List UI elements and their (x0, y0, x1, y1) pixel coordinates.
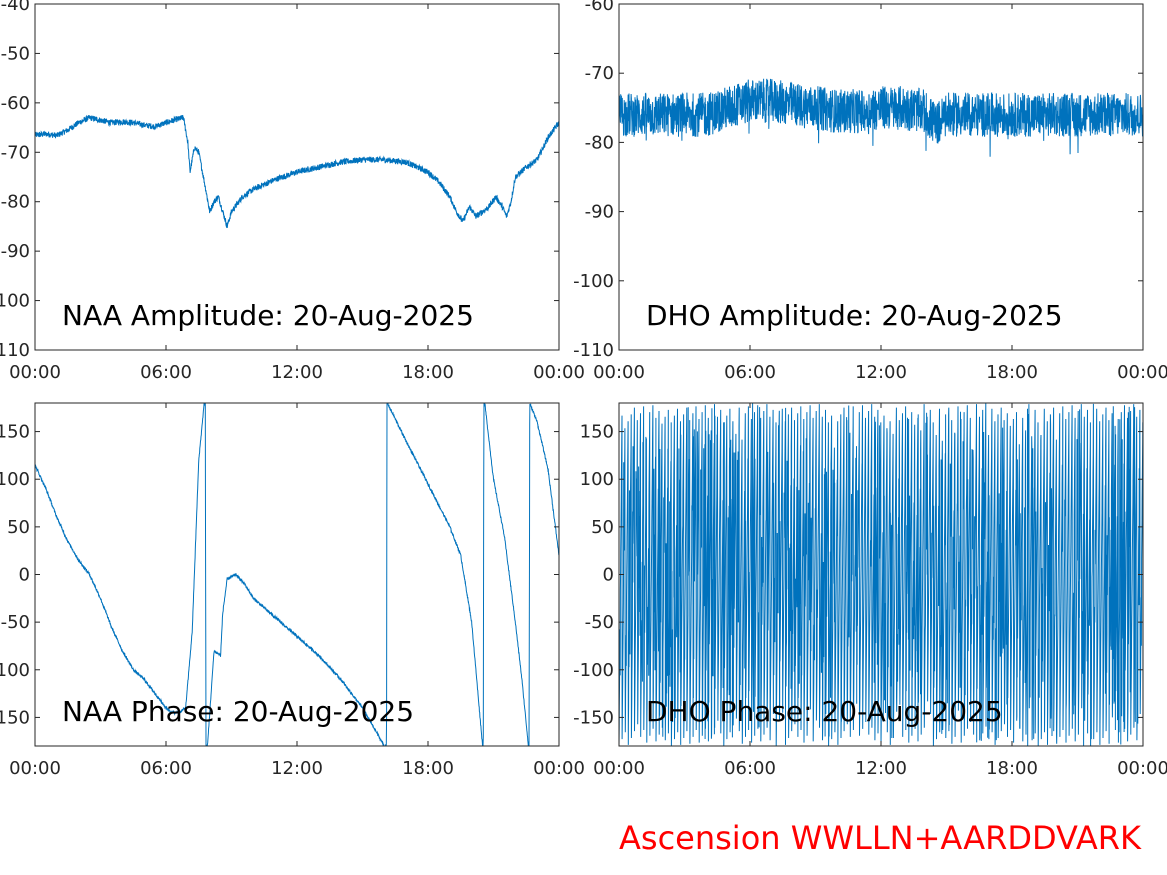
y-tick-label: 50 (591, 517, 614, 538)
x-tick-label: 00:00 (533, 362, 585, 383)
y-tick-label: -110 (0, 340, 30, 361)
station-footer: Ascension WWLLN+AARDDVARK (619, 819, 1141, 857)
y-tick-label: -150 (0, 707, 30, 728)
panel-title: NAA Amplitude: 20-Aug-2025 (62, 299, 474, 332)
y-tick-label: -110 (573, 340, 614, 361)
panel-title: DHO Amplitude: 20-Aug-2025 (646, 299, 1063, 332)
chart-panel-1: -110 -100 -90 -80 -70 -60 -50 -40 00:00 06:00 12:0… (0, 0, 585, 383)
x-tick-label: 06:00 (724, 758, 776, 779)
figure: -110 -100 -90 -80 -70 -60 -50 -40 00:00 06:00 12:0… (0, 0, 1167, 779)
y-tick-label: -80 (1, 192, 30, 213)
panel-title: NAA Phase: 20-Aug-2025 (62, 695, 414, 728)
chart-panel-3: -150 -100 -50 0 50 100 150 00:00 06:00 12:00 18:00… (0, 402, 585, 779)
data-series-line (35, 114, 559, 229)
chart-panel-4: -150 -100 -50 0 50 100 150 00:00 06:00 12:00 18:00… (573, 402, 1167, 779)
x-tick-label: 00:00 (1117, 362, 1167, 383)
y-tick-label: 0 (19, 565, 30, 586)
chart-panel-2: -110 -100 -90 -80 -70 -60 00:00 06:00 12:00 18:00… (573, 0, 1167, 383)
x-tick-label: 12:00 (855, 758, 907, 779)
y-tick-label: 0 (603, 565, 614, 586)
data-series-line (619, 78, 1143, 157)
x-tick-label: 00:00 (533, 758, 585, 779)
x-tick-label: 18:00 (402, 758, 454, 779)
x-tick-label: 12:00 (271, 758, 323, 779)
y-tick-label: -60 (585, 0, 614, 15)
y-tick-label: -100 (0, 291, 30, 312)
y-tick-label: -100 (573, 660, 614, 681)
y-tick-label: -40 (1, 0, 30, 15)
x-tick-label: 12:00 (855, 362, 907, 383)
y-tick-label: -70 (585, 63, 614, 84)
y-tick-label: -50 (1, 612, 30, 633)
y-tick-label: -90 (1, 241, 30, 262)
x-tick-label: 00:00 (1117, 758, 1167, 779)
x-tick-label: 00:00 (9, 758, 61, 779)
x-tick-label: 00:00 (593, 362, 645, 383)
x-tick-label: 06:00 (140, 362, 192, 383)
x-tick-label: 12:00 (271, 362, 323, 383)
x-tick-label: 00:00 (9, 362, 61, 383)
y-tick-label: -80 (585, 132, 614, 153)
x-tick-label: 18:00 (986, 362, 1038, 383)
y-tick-label: 100 (580, 469, 614, 490)
x-tick-label: 18:00 (986, 758, 1038, 779)
x-tick-label: 00:00 (593, 758, 645, 779)
y-tick-label: -50 (1, 43, 30, 64)
y-tick-label: 150 (0, 422, 30, 443)
y-tick-label: -50 (585, 612, 614, 633)
y-tick-label: -100 (573, 271, 614, 292)
y-tick-label: -150 (573, 707, 614, 728)
data-series-line (35, 403, 559, 746)
y-tick-label: -70 (1, 142, 30, 163)
data-series-line (619, 403, 1143, 746)
y-tick-label: 100 (0, 469, 30, 490)
y-tick-label: -100 (0, 660, 30, 681)
y-tick-label: -90 (585, 202, 614, 223)
x-tick-label: 06:00 (140, 758, 192, 779)
y-tick-label: 150 (580, 422, 614, 443)
y-tick-label: 50 (7, 517, 30, 538)
panel-title: DHO Phase: 20-Aug-2025 (646, 695, 1003, 728)
x-tick-label: 06:00 (724, 362, 776, 383)
y-tick-label: -60 (1, 93, 30, 114)
x-tick-label: 18:00 (402, 362, 454, 383)
